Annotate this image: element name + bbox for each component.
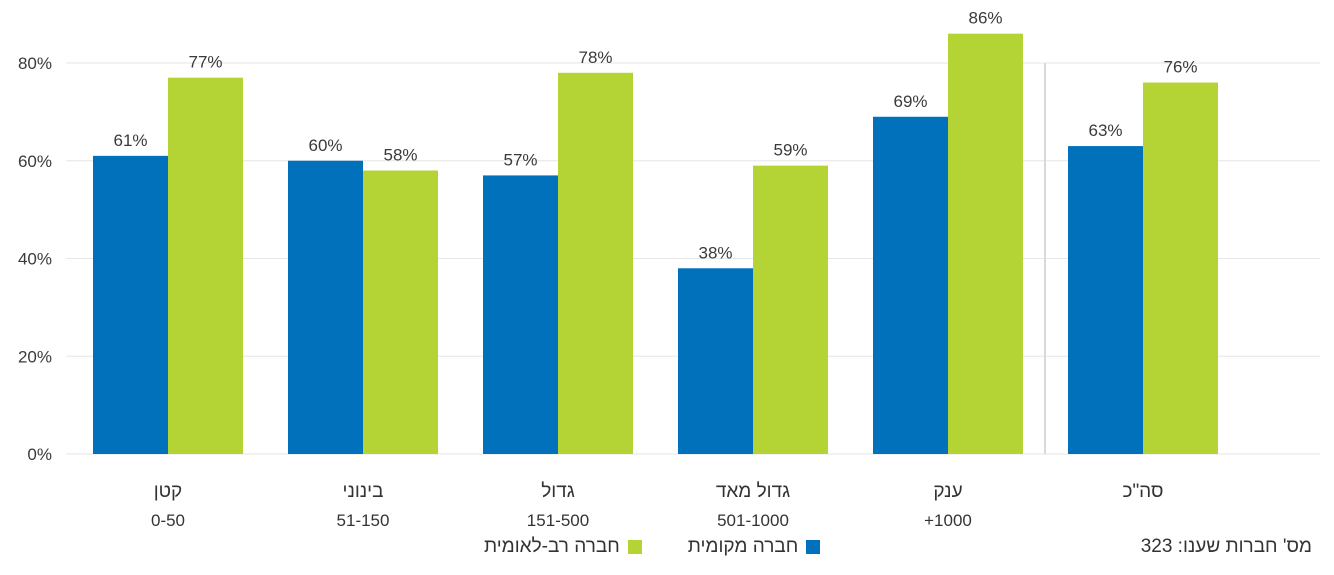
data-label: 69% <box>893 92 927 111</box>
bar <box>753 165 828 454</box>
respondents-footnote: מס' חברות שענו: 323 <box>1140 536 1312 557</box>
bar <box>873 116 948 454</box>
category-label: סה"כ <box>1122 481 1163 502</box>
bar-chart: 0%20%40%60%80% 61%77%60%58% 57%78%38%59%6… <box>18 9 1320 530</box>
bar <box>1068 146 1143 454</box>
legend: חברה מקומית חברה רב-לאומית <box>484 536 821 558</box>
y-tick-label: 60% <box>18 152 52 171</box>
bars: 61% 77% 60% 58% 57% 78% 38% 59% 69% 86% 63% 76% <box>93 9 1218 455</box>
bar <box>678 268 753 454</box>
y-tick-label: 20% <box>18 347 52 366</box>
category-label: בינוני <box>343 481 384 502</box>
category-label: גדול <box>541 481 575 502</box>
data-label: 77% <box>188 53 222 72</box>
bar <box>483 175 558 454</box>
y-tick-label: 40% <box>18 250 52 269</box>
data-label: 63% <box>1088 121 1122 140</box>
data-label: 78% <box>578 48 612 67</box>
category-label: קטן <box>154 481 183 502</box>
category-range-label: +1000 <box>924 511 972 530</box>
category-range-label: 51-150 <box>337 511 390 530</box>
bar <box>558 72 633 455</box>
category-label: ענק <box>933 481 962 502</box>
bar <box>168 77 243 454</box>
data-label: 60% <box>308 136 342 155</box>
data-label: 57% <box>503 150 537 169</box>
data-label: 86% <box>968 9 1002 28</box>
bar <box>363 170 438 454</box>
legend-swatch-multinational <box>627 540 642 554</box>
category-range-label: 501-1000 <box>717 511 789 530</box>
bar <box>93 155 168 455</box>
data-label: 59% <box>773 141 807 160</box>
legend-swatch-local <box>806 540 821 554</box>
y-tick-label: 80% <box>18 54 52 73</box>
y-axis: 0% 20% 40% 60% 80% <box>18 54 52 464</box>
data-label: 76% <box>1163 58 1197 77</box>
y-tick-label: 0% <box>27 445 52 464</box>
category-range-label: 151-500 <box>527 511 589 530</box>
data-label: 61% <box>113 131 147 150</box>
category-range-label: 0-50 <box>151 511 185 530</box>
bar <box>288 160 363 454</box>
bar <box>948 33 1023 455</box>
data-label: 58% <box>383 146 417 165</box>
data-label: 38% <box>698 243 732 262</box>
category-label: גדול מאד <box>716 481 790 502</box>
legend-label-multinational: חברה רב-לאומית <box>484 536 620 557</box>
bar <box>1143 82 1218 455</box>
legend-label-local: חברה מקומית <box>687 536 799 557</box>
x-axis: קטן 0-50 בינוני 51-150 גדול 151-500 גדול מאד 50… <box>151 481 1164 530</box>
